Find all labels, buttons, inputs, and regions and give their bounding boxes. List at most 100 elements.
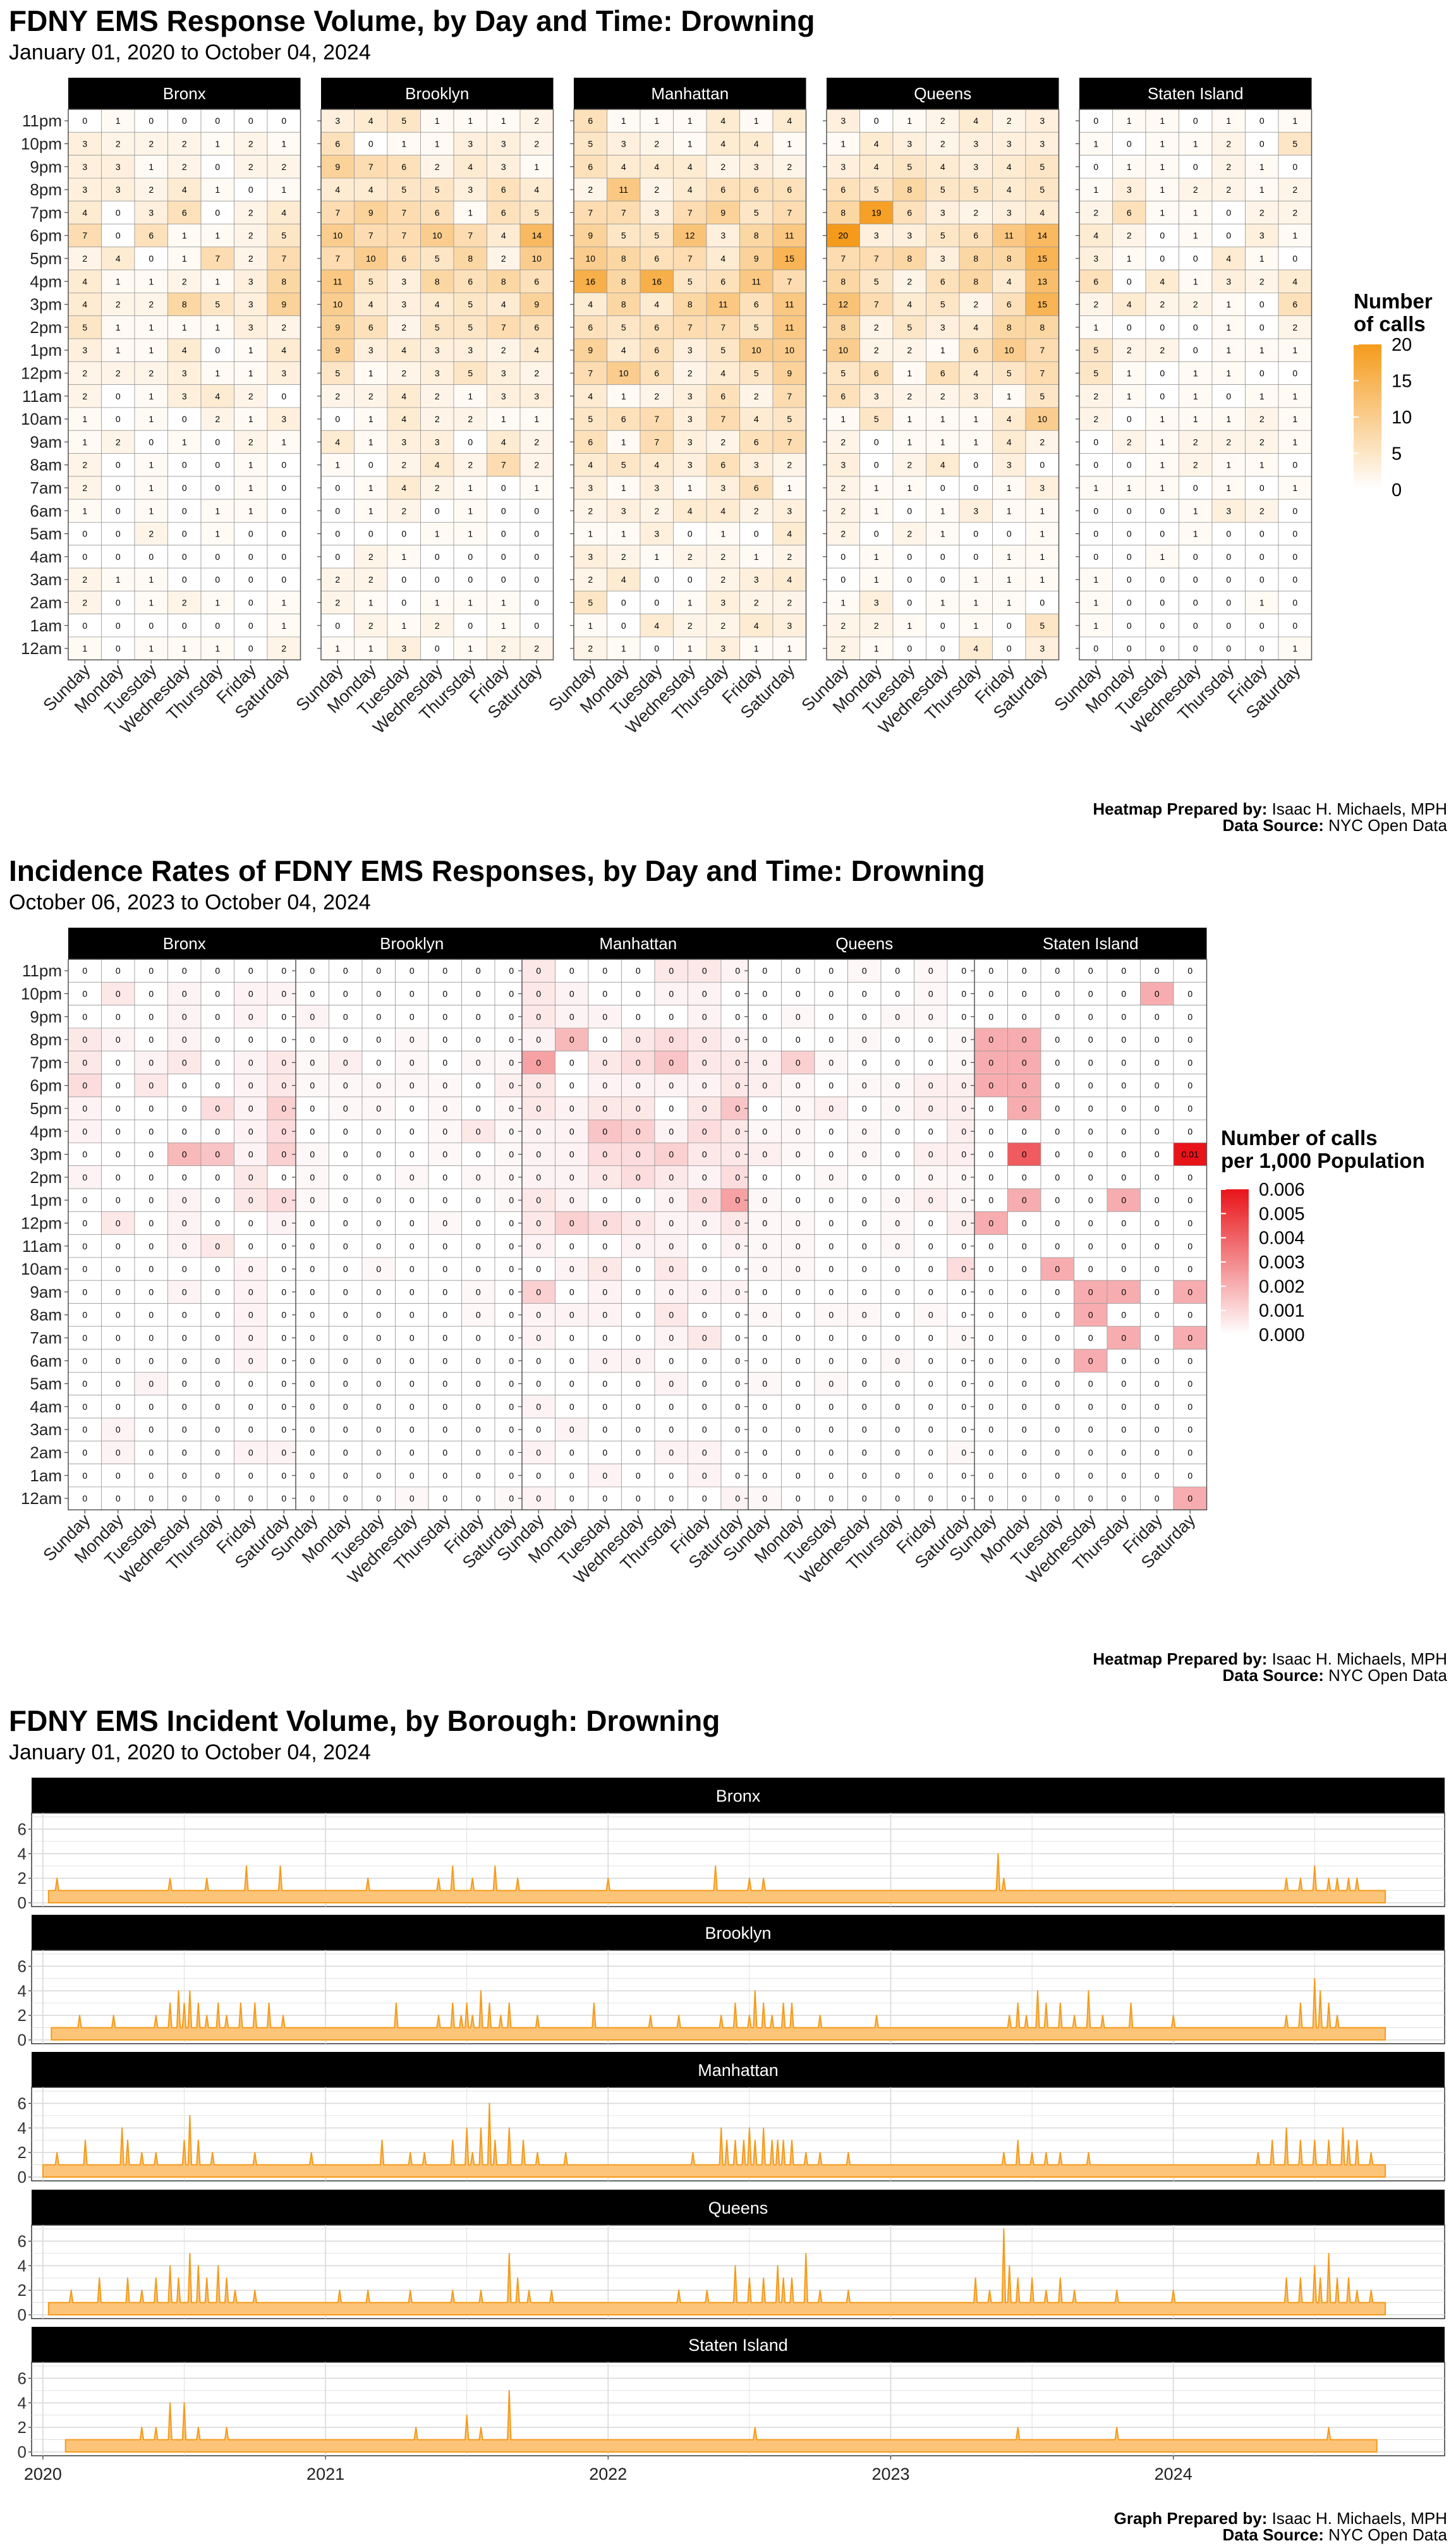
cell-value-label: 2 bbox=[940, 391, 945, 401]
cell-value-label: 0 bbox=[669, 1471, 674, 1481]
y-tick-label-9am: 9am bbox=[30, 1282, 62, 1301]
cell-value-label: 5 bbox=[874, 185, 879, 195]
cell-value-label: 6 bbox=[1292, 300, 1297, 310]
cell-value-label: 0 bbox=[1022, 1493, 1027, 1503]
cell-value-label: 9 bbox=[335, 345, 340, 355]
cell-value-label: 1 bbox=[1292, 391, 1297, 401]
cell-value-label: 1 bbox=[1040, 574, 1045, 585]
heatmap-cell bbox=[1025, 430, 1059, 454]
heatmap-cell bbox=[640, 545, 674, 569]
heatmap-cell bbox=[354, 522, 388, 546]
cell-value-label: 0 bbox=[82, 1218, 87, 1228]
cell-value-label: 3 bbox=[1040, 483, 1045, 493]
cell-value-label: 0 bbox=[702, 1264, 707, 1274]
cell-value-label: 0 bbox=[1259, 116, 1265, 126]
heatmap-cell bbox=[267, 476, 301, 500]
cell-value-label: 0 bbox=[536, 988, 541, 998]
cell-value-label: 0 bbox=[343, 1424, 348, 1435]
cell-value-label: 0 bbox=[410, 1333, 415, 1343]
cell-value-label: 0 bbox=[435, 643, 440, 653]
cell-value-label: 1 bbox=[1259, 597, 1265, 607]
cell-value-label: 0 bbox=[1259, 138, 1265, 149]
heatmap-cell bbox=[826, 545, 860, 569]
cell-value-label: 1 bbox=[435, 138, 440, 149]
cell-value-label: 0 bbox=[1127, 621, 1132, 631]
heatmap-cell bbox=[573, 590, 607, 614]
heatmap-cell bbox=[167, 384, 202, 408]
cell-value-label: 0 bbox=[1155, 1195, 1160, 1205]
cell-value-label: 0 bbox=[1193, 574, 1198, 585]
cell-value-label: 0 bbox=[410, 1356, 415, 1366]
area-title: FDNY EMS Incident Volume, by Borough: Dr… bbox=[9, 1704, 720, 1737]
cell-value-label: 0 bbox=[281, 988, 286, 998]
cell-value-label: 0 bbox=[149, 1241, 154, 1251]
heatmap-cell bbox=[167, 269, 202, 293]
cell-value-label: 1 bbox=[368, 414, 373, 424]
cell-value-label: 0 bbox=[215, 574, 220, 585]
cell-value-label: 0 bbox=[442, 1126, 447, 1136]
heatmap-cell bbox=[607, 224, 641, 248]
y-tick-label-5pm: 5pm bbox=[30, 249, 62, 268]
cell-value-label: 0 bbox=[796, 1057, 801, 1067]
heatmap-cell bbox=[134, 430, 168, 454]
cell-value-label: 0 bbox=[1121, 1103, 1126, 1113]
cell-value-label: 3 bbox=[1040, 116, 1045, 126]
cell-value-label: 2 bbox=[787, 552, 792, 562]
cell-value-label: 1 bbox=[874, 483, 879, 493]
y-tick-label: 0 bbox=[18, 2305, 27, 2324]
legend-label: 5 bbox=[1392, 444, 1402, 464]
cell-value-label: 0 bbox=[1022, 1264, 1027, 1274]
cell-value-label: 1 bbox=[368, 437, 373, 447]
cell-value-label: 7 bbox=[1040, 345, 1045, 355]
cell-value-label: 5 bbox=[754, 207, 759, 217]
cell-value-label: 4 bbox=[281, 345, 286, 355]
cell-value-label: 0 bbox=[895, 1150, 900, 1160]
heatmap-cell bbox=[1278, 315, 1312, 339]
cell-value-label: 0 bbox=[82, 1081, 87, 1091]
cell-value-label: 0 bbox=[1226, 231, 1231, 241]
heatmap-cell bbox=[267, 292, 301, 317]
cell-value-label: 0 bbox=[310, 1447, 315, 1457]
heatmap-cell bbox=[354, 614, 388, 638]
heatmap-cell bbox=[772, 224, 806, 248]
cell-value-label: 3 bbox=[940, 207, 945, 217]
cell-value-label: 2 bbox=[82, 460, 87, 470]
cell-value-label: 0 bbox=[602, 1264, 607, 1274]
cell-value-label: 5 bbox=[468, 300, 473, 310]
cell-value-label: 0 bbox=[1226, 643, 1231, 653]
cell-value-label: 1 bbox=[621, 529, 626, 539]
cell-value-label: 8 bbox=[1040, 322, 1045, 332]
cell-value-label: 3 bbox=[754, 162, 759, 172]
heatmap-cell bbox=[387, 476, 421, 500]
heatmap-cell bbox=[519, 224, 554, 248]
cell-value-label: 0 bbox=[569, 1103, 574, 1113]
cell-value-label: 1 bbox=[973, 437, 978, 447]
cell-value-label: 5 bbox=[907, 162, 912, 172]
heatmap-cell bbox=[1145, 224, 1179, 248]
cell-value-label: 0 bbox=[1055, 1471, 1060, 1481]
cell-value-label: 0 bbox=[310, 1126, 315, 1136]
heatmap-cell bbox=[1112, 292, 1146, 317]
cell-value-label: 1 bbox=[1193, 414, 1198, 424]
cell-value-label: 0 bbox=[735, 1057, 740, 1067]
cell-value-label: 0 bbox=[376, 1195, 381, 1205]
cell-value-label: 0 bbox=[116, 1471, 121, 1481]
cell-value-label: 3 bbox=[182, 368, 187, 378]
cell-value-label: 6 bbox=[534, 276, 539, 286]
cell-value-label: 0 bbox=[82, 1034, 87, 1045]
cell-value-label: 2 bbox=[1226, 185, 1231, 195]
cell-value-label: 0 bbox=[116, 1126, 121, 1136]
cell-value-label: 0 bbox=[215, 1447, 220, 1457]
heatmap-cell bbox=[200, 590, 234, 614]
cell-value-label: 0 bbox=[116, 552, 121, 562]
cell-value-label: 1 bbox=[1292, 345, 1297, 355]
cell-value-label: 0 bbox=[862, 1264, 867, 1274]
facet-label-queens: Queens bbox=[708, 2199, 768, 2217]
cell-value-label: 1 bbox=[907, 116, 912, 126]
cell-value-label: 0 bbox=[310, 1287, 315, 1297]
cell-value-label: 0 bbox=[410, 1447, 415, 1457]
cell-value-label: 0 bbox=[961, 1012, 966, 1022]
y-tick-label-2am: 2am bbox=[30, 593, 62, 612]
cell-value-label: 0 bbox=[116, 1012, 121, 1022]
cell-value-label: 0 bbox=[988, 1424, 993, 1435]
